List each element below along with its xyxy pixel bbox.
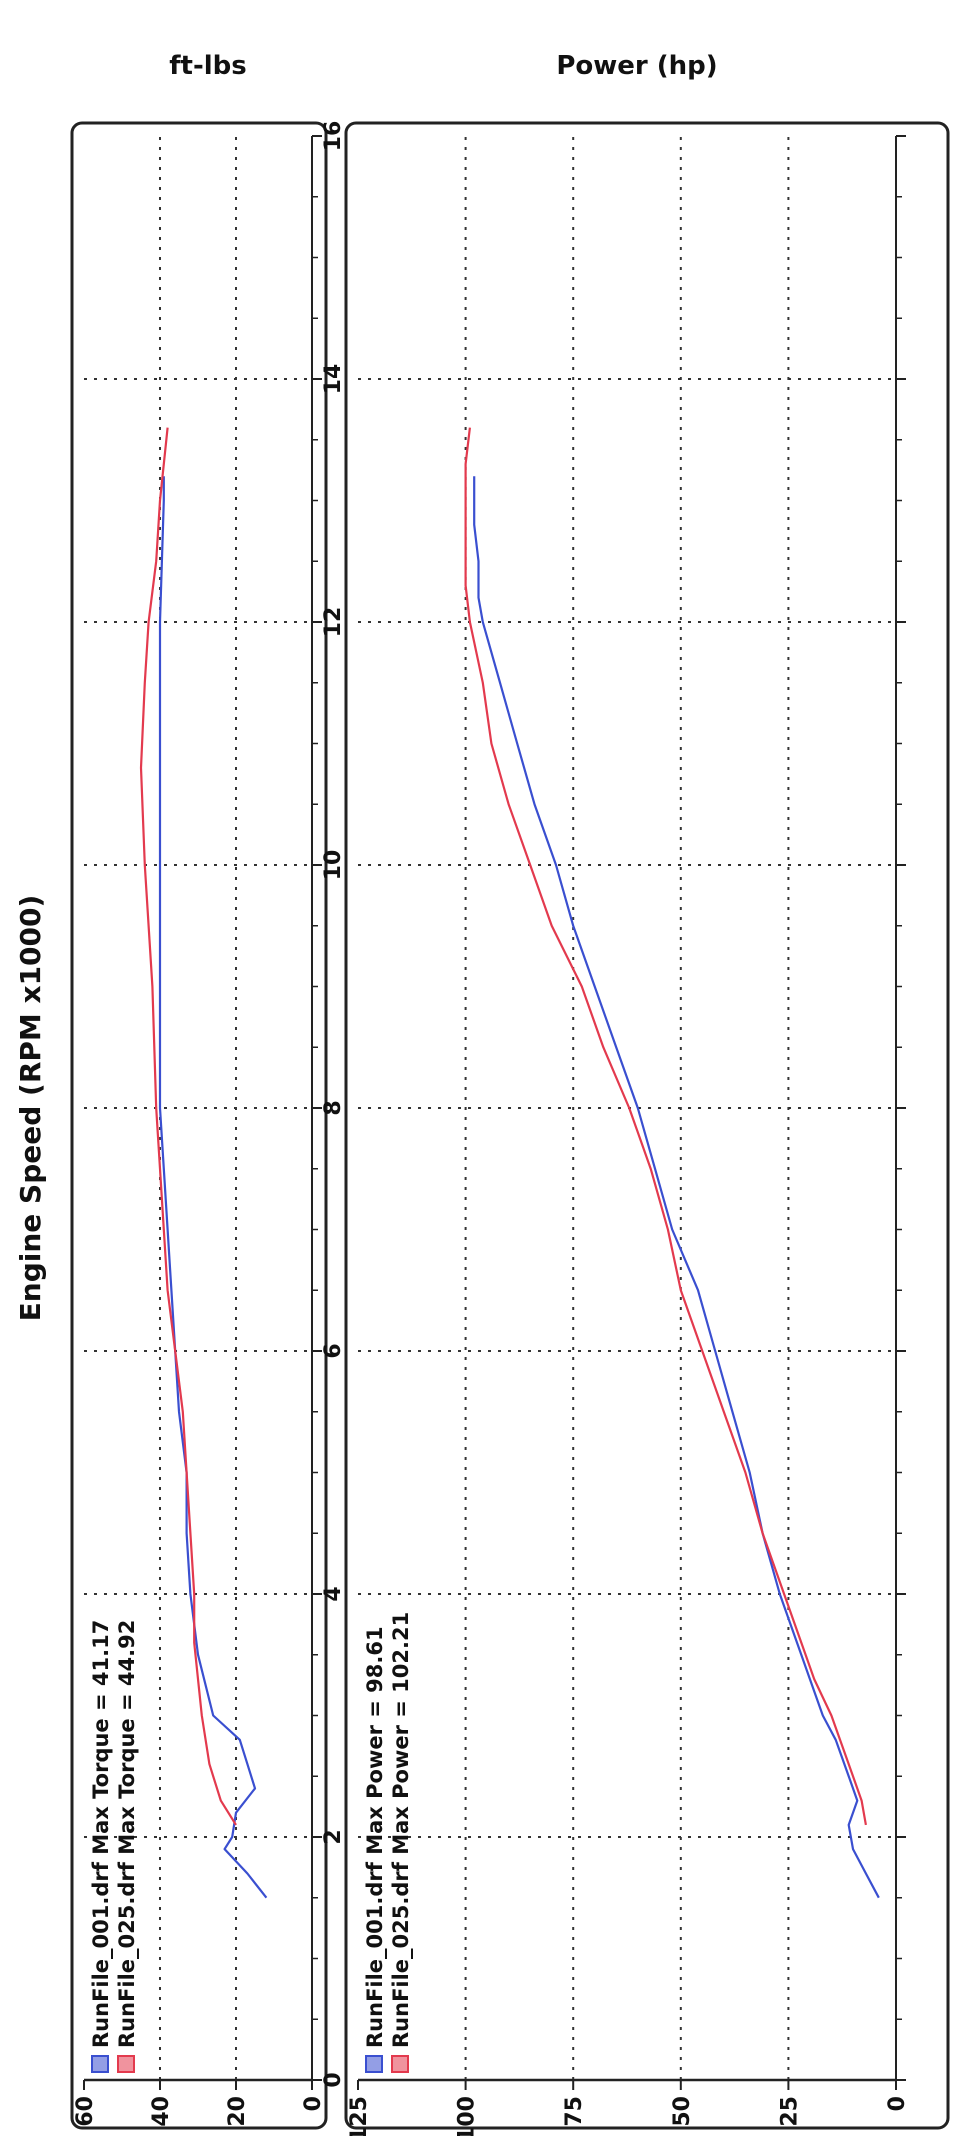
y-tick-label-torque: 40 [149, 2096, 174, 2127]
y-tick-label-power: 0 [885, 2096, 910, 2111]
y-tick-label-power: 25 [777, 2096, 802, 2127]
x-tick-label: 14 [321, 364, 346, 395]
x-tick-label: 16 [321, 121, 346, 152]
x-tick-label: 2 [321, 1829, 346, 1844]
series-layer [139, 427, 880, 1899]
grid-layer [83, 135, 906, 2090]
y-tick-label-power: 125 [347, 2096, 372, 2136]
y-axis-title-power: Power (hp) [556, 51, 717, 81]
x-tick-label: 10 [321, 850, 346, 881]
y-axis-title-torque: ft-lbs [169, 51, 247, 81]
y-tick-label-torque: 0 [301, 2096, 326, 2111]
legend-swatch-torque-1 [117, 2055, 135, 2073]
legend-swatch-torque-0 [91, 2055, 109, 2073]
x-tick-label: 12 [321, 607, 346, 638]
series-line-power-0 [473, 476, 880, 1899]
legend-label-torque-0: RunFile_001.drf Max Torque = 41.17 [89, 1620, 113, 2048]
x-tick-label: 4 [321, 1586, 346, 1601]
y-tick-label-power: 100 [455, 2096, 480, 2136]
x-tick-label: 0 [321, 2072, 346, 2087]
series-line-power-1 [464, 427, 867, 1826]
legend-label-power-1: RunFile_025.drf Max Power = 102.21 [389, 1612, 413, 2048]
legend-label-torque-1: RunFile_025.drf Max Torque = 44.92 [115, 1620, 139, 2048]
power-panel-frame [344, 121, 950, 2130]
y-tick-label-torque: 60 [73, 2096, 98, 2127]
legend-label-power-0: RunFile_001.drf Max Power = 98.61 [363, 1626, 387, 2048]
x-axis-title: Engine Speed (RPM x1000) [14, 895, 47, 1322]
y-tick-label-power: 75 [562, 2096, 587, 2127]
legend-swatch-power-0 [365, 2055, 383, 2073]
y-tick-label-power: 50 [670, 2096, 695, 2127]
x-tick-label: 8 [321, 1100, 346, 1115]
torque-panel-frame [70, 121, 328, 2130]
series-line-torque-1 [139, 427, 237, 1826]
legend-swatch-power-1 [391, 2055, 409, 2073]
x-tick-label: 6 [321, 1343, 346, 1358]
y-tick-label-torque: 20 [225, 2096, 250, 2127]
